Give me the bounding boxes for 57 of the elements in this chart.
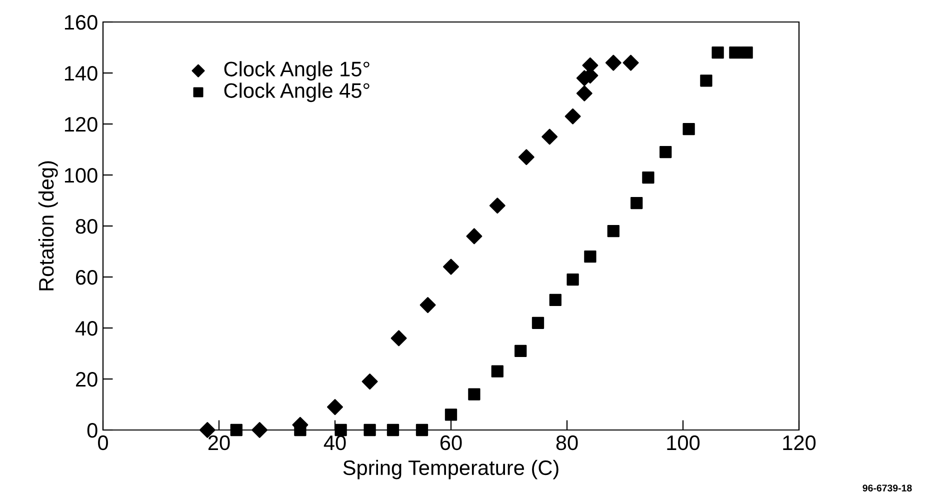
point [390,330,407,346]
y-tick-label: 40 [75,321,98,336]
point [607,225,620,238]
x-tick-label: 100 [667,435,700,450]
y-axis-title: Rotation (deg) [38,161,58,290]
x-axis-title: Spring Temperature (C) [343,460,558,480]
point [514,344,527,358]
point [549,294,562,306]
point [230,424,242,436]
point [468,388,480,400]
y-tick-label: 120 [64,117,98,132]
x-tick-label: 20 [208,435,230,450]
point [466,228,482,244]
point [491,365,504,378]
point [327,399,343,416]
point [416,424,428,436]
point [334,424,347,436]
point [566,273,579,286]
x-tick-label: 120 [783,435,816,450]
point [660,146,672,158]
point [444,408,458,421]
point [729,46,742,59]
point [364,424,376,436]
y-tick-label: 140 [64,66,98,81]
point [576,85,592,102]
point [252,422,268,438]
point [630,196,643,210]
point [362,374,378,390]
y-tick-label: 80 [76,219,98,234]
point [532,316,544,329]
x-tick-label: 40 [324,435,346,450]
point [420,297,436,314]
point [518,149,534,166]
x-tick-label: 0 [98,435,108,450]
y-tick-label: 60 [76,270,98,285]
text: 96-6739-18 [862,484,912,492]
point [584,250,596,263]
point [489,198,506,214]
point [542,128,558,145]
point [443,258,459,275]
y-tick-label: 20 [76,372,98,387]
point [642,171,654,184]
x-tick-label: 80 [556,435,578,450]
point [622,54,639,71]
point [386,424,400,436]
x-tick-label: 60 [440,435,462,450]
point [700,74,712,87]
legend-label: Clock Angle 45° [224,82,370,102]
y-tick-label: 0 [87,423,98,438]
point [682,123,695,136]
point [605,54,622,71]
y-tick-label: 160 [64,15,98,30]
legend-label: Clock Angle 15° [224,61,370,81]
point [740,46,753,59]
point [564,108,581,124]
y-tick-label: 100 [64,168,98,183]
point [712,46,724,59]
